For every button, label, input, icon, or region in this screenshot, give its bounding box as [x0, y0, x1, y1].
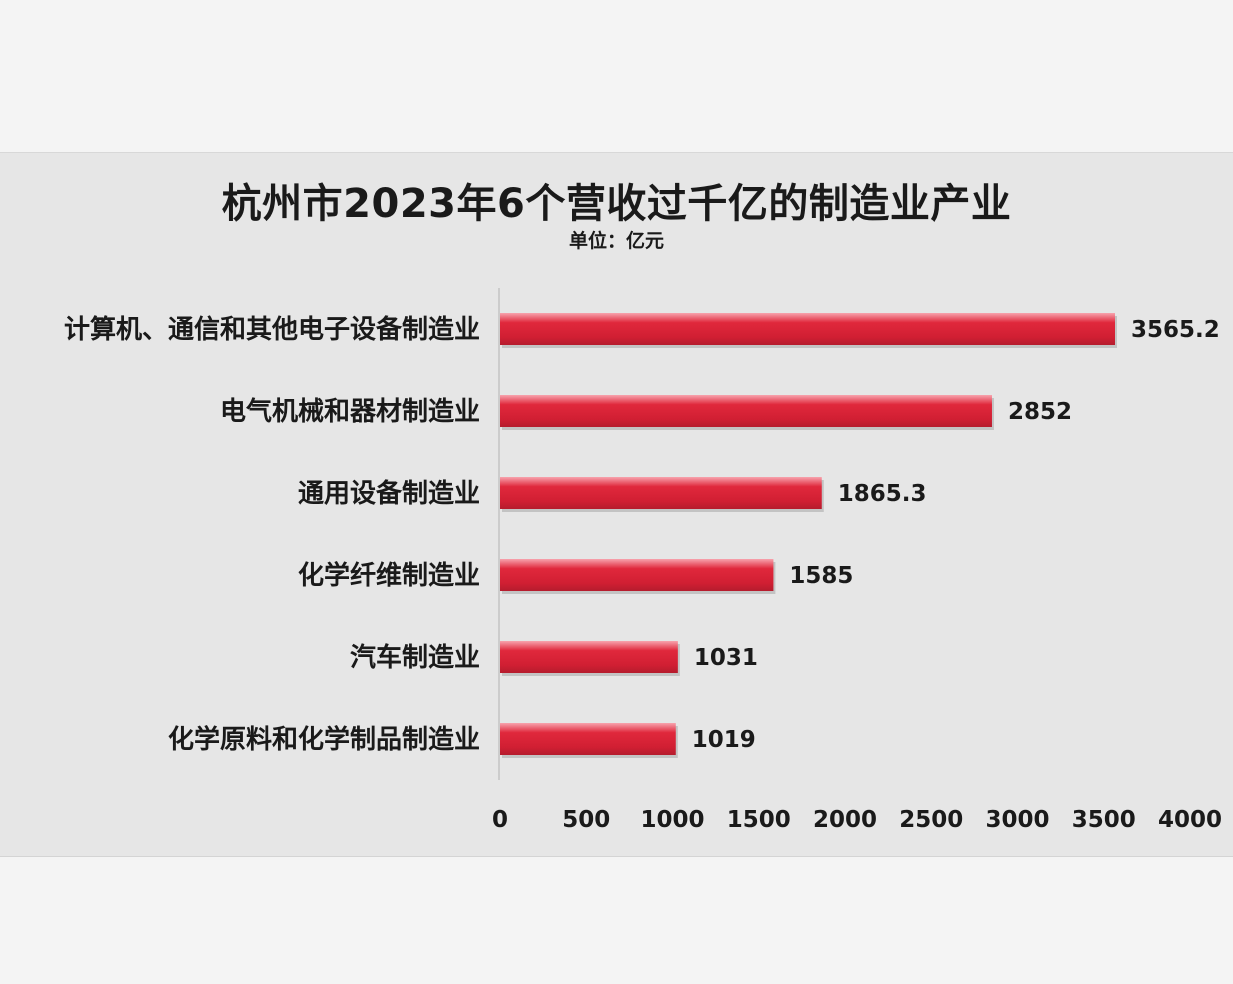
value-label: 1865.3 — [838, 481, 927, 507]
value-label: 1019 — [692, 727, 756, 753]
value-label: 1585 — [789, 563, 853, 589]
x-tick-label: 0 — [492, 807, 508, 833]
x-tick-label: 3500 — [1072, 807, 1136, 833]
x-tick-label: 3000 — [985, 807, 1049, 833]
category-label: 化学原料和化学制品制造业 — [168, 724, 480, 755]
chart-subtitle: 单位：亿元 — [568, 230, 664, 252]
x-tick-label: 2000 — [813, 807, 877, 833]
chart-title: 杭州市2023年6个营收过千亿的制造业产业 — [221, 181, 1012, 227]
category-label: 通用设备制造业 — [298, 479, 480, 509]
bar — [500, 395, 992, 427]
bar-chart-plot: 计算机、通信和其他电子设备制造业 3565.2 电气机械和器材制造业 2852 通用设备… — [64, 288, 1222, 833]
value-label: 1031 — [694, 645, 758, 671]
bar — [500, 313, 1115, 345]
x-tick-label: 1000 — [640, 807, 704, 833]
bar — [500, 477, 822, 509]
value-label: 3565.2 — [1131, 317, 1220, 343]
x-tick-label: 1500 — [727, 807, 791, 833]
category-label: 化学纤维制造业 — [298, 560, 480, 591]
x-tick-label: 4000 — [1158, 807, 1222, 833]
category-label: 电气机械和器材制造业 — [220, 396, 480, 427]
category-label: 汽车制造业 — [350, 642, 480, 673]
x-tick-label: 500 — [562, 807, 610, 833]
x-tick-label: 2500 — [899, 807, 963, 833]
value-label: 2852 — [1008, 399, 1072, 425]
category-label: 计算机、通信和其他电子设备制造业 — [64, 314, 480, 345]
bar — [500, 559, 774, 591]
bar — [500, 723, 676, 755]
bar — [500, 641, 678, 673]
chart-panel: 杭州市2023年6个营收过千亿的制造业产业 单位：亿元 计算机、通信和其他电子设… — [0, 152, 1233, 857]
